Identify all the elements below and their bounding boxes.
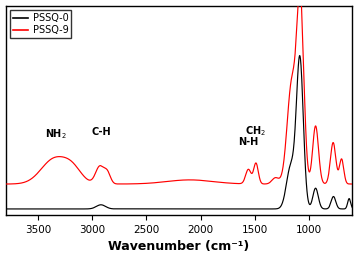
X-axis label: Wavenumber (cm⁻¹): Wavenumber (cm⁻¹): [108, 240, 250, 254]
Text: C-H: C-H: [91, 127, 111, 137]
Legend: PSSQ-0, PSSQ-9: PSSQ-0, PSSQ-9: [10, 10, 72, 38]
Text: N-H: N-H: [238, 137, 258, 147]
Text: NH$_2$: NH$_2$: [44, 128, 66, 141]
Text: CH$_2$: CH$_2$: [246, 125, 266, 138]
